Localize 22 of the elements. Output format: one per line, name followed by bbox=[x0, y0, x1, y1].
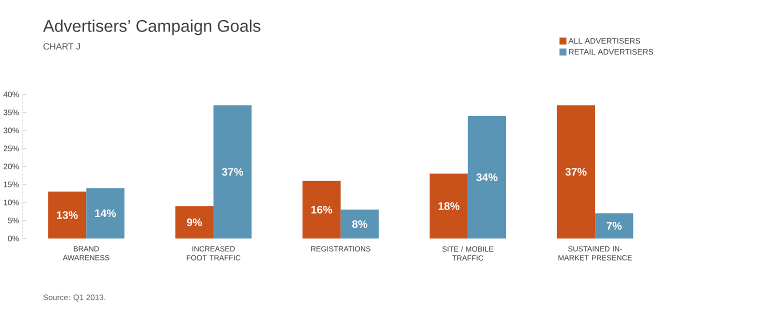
bar bbox=[595, 213, 634, 239]
data-label: 14% bbox=[95, 209, 116, 218]
data-label: 13% bbox=[56, 211, 78, 219]
data-label: 18% bbox=[438, 202, 460, 210]
chart-subtitle: CHART J bbox=[44, 43, 80, 50]
data-label: 8% bbox=[352, 220, 368, 228]
bar bbox=[468, 116, 506, 239]
bar bbox=[430, 174, 468, 239]
bar bbox=[86, 188, 124, 239]
bar bbox=[556, 105, 596, 239]
bar bbox=[302, 180, 341, 239]
bar bbox=[213, 105, 252, 239]
data-label: 34% bbox=[476, 173, 498, 182]
data-label: 7% bbox=[606, 222, 622, 230]
chart-title: Advertisers’ Campaign Goals bbox=[43, 20, 260, 36]
bar bbox=[48, 192, 86, 239]
data-label: 9% bbox=[186, 218, 202, 226]
bar bbox=[175, 206, 214, 239]
data-label: 16% bbox=[311, 206, 332, 214]
data-label: 37% bbox=[565, 168, 587, 176]
data-label: 37% bbox=[222, 168, 244, 176]
bar bbox=[340, 210, 379, 239]
